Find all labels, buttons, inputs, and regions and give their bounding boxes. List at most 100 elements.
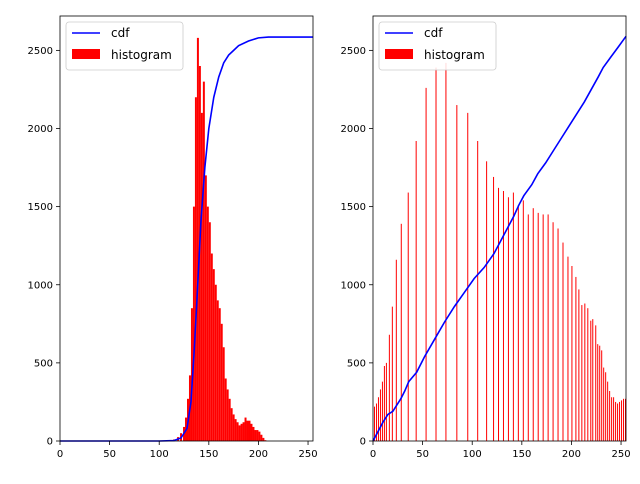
chart-1-histogram-bar-28 xyxy=(532,208,534,441)
chart-1-histogram-bar-54 xyxy=(615,401,617,441)
chart-1-histogram-bar-27 xyxy=(527,214,529,441)
chart-1-histogram-bar-15 xyxy=(445,62,447,442)
chart-0-histogram-bar-41 xyxy=(256,430,259,441)
chart-1-histogram-bar-22 xyxy=(502,191,504,441)
chart-1-histogram-bar-43 xyxy=(592,319,594,442)
chart-1-legend-cdf-label: cdf xyxy=(424,26,443,40)
chart-1-histogram-bar-4 xyxy=(381,381,383,442)
chart-1-histogram-bar-21 xyxy=(498,187,500,442)
chart-1-histogram-bar-41 xyxy=(587,308,589,441)
chart-1-cdf-line xyxy=(372,35,627,442)
chart-1-histogram-bar-6 xyxy=(385,362,387,442)
chart-0-legend-histogram-label: histogram xyxy=(111,48,172,62)
chart-1-histogram-bar-58 xyxy=(623,398,625,441)
chart-0-ytick-label-2: 1000 xyxy=(28,280,53,291)
chart-1-xtick-label-0: 0 xyxy=(370,449,376,460)
chart-1-histogram-bar-26 xyxy=(522,200,524,442)
chart-1-histogram-bar-18 xyxy=(477,141,479,441)
chart-1-histogram-bar-32 xyxy=(552,222,554,441)
chart-0-histogram-bar-23 xyxy=(220,323,223,441)
chart-1-ytick-label-4: 2000 xyxy=(341,124,366,135)
chart-0-histogram-bar-9 xyxy=(192,206,195,441)
chart-1-histogram-bar-51 xyxy=(609,391,611,441)
chart-0-histogram-bar-34 xyxy=(242,422,245,441)
chart-0-histogram-bar-22 xyxy=(218,308,221,441)
chart-0-histogram-bar-13 xyxy=(200,112,203,442)
chart-1-histogram-bar-7 xyxy=(388,334,390,441)
chart-0-histogram-bar-38 xyxy=(250,423,253,441)
chart-1-ytick-label-0: 0 xyxy=(360,437,366,448)
chart-1-ytick-label-3: 1500 xyxy=(341,202,366,213)
chart-0-histogram-bar-10 xyxy=(194,97,197,441)
chart-1-histogram-bar-37 xyxy=(575,276,577,441)
chart-1-histogram-bar-39 xyxy=(581,305,583,441)
chart-0-histogram-bar-15 xyxy=(204,175,207,442)
chart-1-ytick-label-2: 1000 xyxy=(341,280,366,291)
chart-0-histogram-bar-11 xyxy=(196,37,199,442)
chart-0-cdf-line xyxy=(60,36,313,442)
chart-1-ytick-label-5: 2500 xyxy=(341,46,366,57)
chart-1-histogram-bar-42 xyxy=(590,320,592,441)
chart-1-histogram-bar-46 xyxy=(599,345,601,441)
chart-1-histogram-bar-48 xyxy=(603,367,605,441)
chart-1-histogram-bar-19 xyxy=(486,161,488,441)
chart-0-legend-cdf-label: cdf xyxy=(111,26,130,40)
chart-0-histogram-bar-27 xyxy=(228,398,231,441)
chart-1-histogram-bar-10 xyxy=(400,223,402,441)
chart-0-histogram-bar-25 xyxy=(224,378,227,441)
chart-1-histogram-bar-56 xyxy=(619,401,621,441)
chart-0-histogram-bar-24 xyxy=(222,347,225,441)
chart-0-ytick-label-3: 1500 xyxy=(28,202,53,213)
chart-0-histogram-bar-28 xyxy=(230,408,233,441)
chart-1-histogram-bar-52 xyxy=(611,397,613,441)
chart-0-histogram-bar-20 xyxy=(214,284,217,441)
chart-0-histogram-bar-26 xyxy=(226,389,229,441)
chart-0-histogram-bar-40 xyxy=(254,430,257,441)
chart-1-histogram-bar-24 xyxy=(512,192,514,441)
chart-1-histogram-bar-23 xyxy=(507,197,509,441)
right-panel: 0 50 100 150 200 25005001000150020002500cdfhi… xyxy=(341,15,631,460)
chart-0-histogram-bar-42 xyxy=(258,431,261,442)
chart-0-histogram-bar-37 xyxy=(248,420,251,441)
chart-0-histogram-bar-44 xyxy=(262,437,265,442)
chart-1-legend-histogram-label: histogram xyxy=(424,48,485,62)
chart-1-histogram-bar-45 xyxy=(597,344,599,442)
chart-1-histogram-bar-30 xyxy=(542,214,544,441)
chart-1-axes-frame xyxy=(372,15,627,442)
chart-0-histogram-bar-36 xyxy=(246,420,249,441)
chart-1-histogram-bar-9 xyxy=(395,259,397,441)
chart-0-xtick-label-0: 0 xyxy=(57,449,63,460)
chart-1-histogram-bar-57 xyxy=(621,400,623,442)
chart-1-histogram-bar-12 xyxy=(415,141,417,441)
chart-1-histogram-bar-34 xyxy=(562,242,564,441)
chart-0-histogram-bar-17 xyxy=(208,222,211,441)
chart-0-xtick-label-5: 250 xyxy=(298,449,317,460)
chart-0-xtick-label-3: 150 xyxy=(199,449,218,460)
chart-0-histogram-bar-32 xyxy=(238,425,241,442)
chart-1-histogram-series xyxy=(373,62,627,442)
chart-1-xtick-label-5: 250 xyxy=(611,449,630,460)
chart-1-histogram-bar-35 xyxy=(567,256,569,442)
chart-1-histogram-bar-20 xyxy=(493,176,495,441)
left-panel: 0 50 100 150 200 25005001000150020002500cdfhi… xyxy=(28,15,318,460)
chart-0-xtick-label-4: 200 xyxy=(249,449,268,460)
chart-1-histogram-bar-3 xyxy=(379,389,381,441)
chart-1-histogram-bar-47 xyxy=(601,350,603,442)
chart-0-ytick-label-1: 500 xyxy=(34,358,53,369)
chart-1-histogram-bar-17 xyxy=(467,112,469,442)
chart-0-axes-frame xyxy=(59,15,314,442)
chart-1-histogram-bar-5 xyxy=(383,366,385,441)
chart-1-histogram-bar-55 xyxy=(617,403,619,441)
chart-0-histogram-bar-30 xyxy=(234,419,237,442)
chart-1-xtick-label-2: 100 xyxy=(463,449,482,460)
chart-1-histogram-bar-13 xyxy=(425,87,427,442)
chart-1-histogram-bar-2 xyxy=(377,397,379,441)
chart-1-histogram-bar-31 xyxy=(547,214,549,441)
chart-0-histogram-bar-19 xyxy=(212,269,215,442)
chart-0-histogram-bar-31 xyxy=(236,422,239,441)
chart-1-histogram-bar-36 xyxy=(571,266,573,441)
chart-1-histogram-bar-59 xyxy=(625,398,627,441)
chart-1-histogram-bar-8 xyxy=(391,306,393,442)
chart-1-histogram-bar-50 xyxy=(607,381,609,442)
